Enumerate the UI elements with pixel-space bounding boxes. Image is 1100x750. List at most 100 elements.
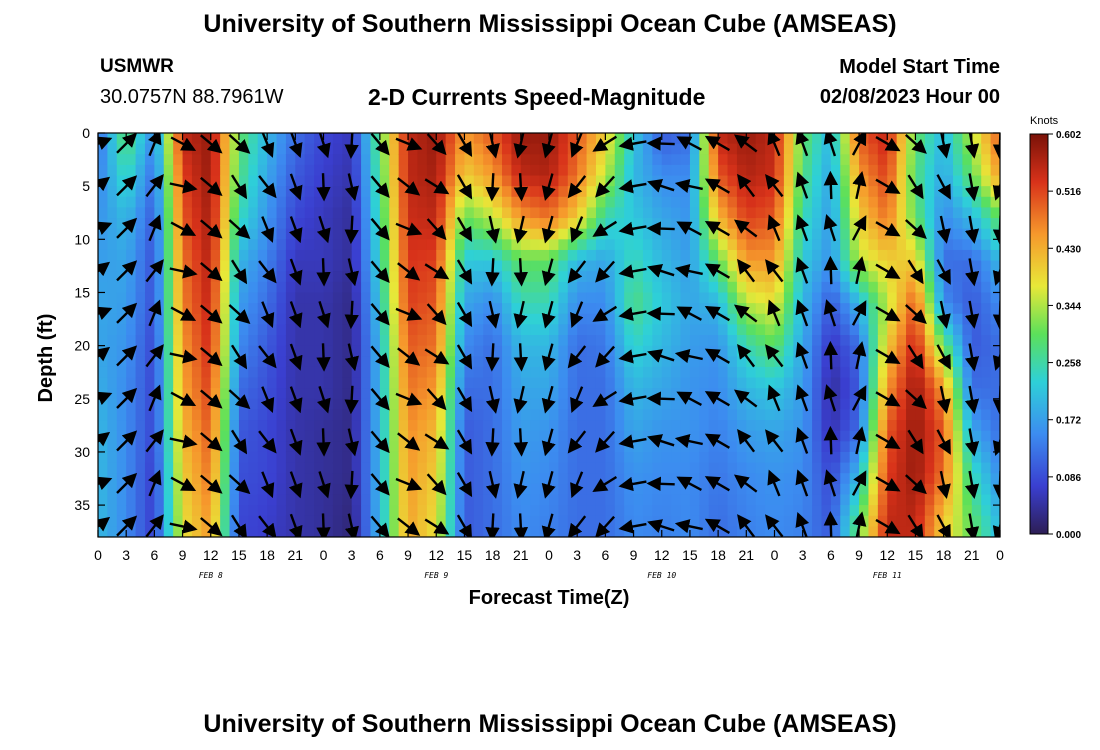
heatmap-cell [812,462,823,474]
heatmap-cell [765,154,776,166]
heatmap-cell [135,526,146,537]
x-tick-label: 3 [348,547,356,563]
heatmap-cell [257,324,268,336]
heatmap-cell [539,494,550,506]
heatmap-cell [727,228,738,240]
heatmap-cell [736,292,747,304]
heatmap-cell [614,218,625,230]
heatmap-cell [896,281,907,294]
heatmap-cell [520,430,531,442]
heatmap-cell [981,377,992,389]
heatmap-cell [549,409,559,421]
heatmap-cell [483,260,494,272]
heatmap-cell [877,313,888,325]
heatmap-cell [455,515,466,527]
heatmap-cell [981,196,992,209]
heatmap-cell [783,420,794,432]
current-vector-arrow [260,301,275,329]
heatmap-cell [906,228,917,240]
heatmap-cell [398,430,409,442]
heatmap-cell [821,324,832,336]
heatmap-cell [502,526,513,537]
heatmap-cell [746,239,757,251]
heatmap-cell [361,420,372,432]
heatmap-cell [455,271,466,283]
colorbar-tick-label: 0.172 [1056,416,1081,427]
heatmap-cell [229,483,240,496]
heatmap-cell [539,303,550,315]
heatmap-cell [332,313,343,325]
colorbar: Knots 0.6020.5160.4300.3440.2580.1720.08… [1029,115,1081,541]
heatmap-cell [689,356,700,368]
current-vector-arrow [370,515,390,537]
heatmap-cell [896,515,907,527]
heatmap-cell [511,218,522,230]
heatmap-cell [417,515,428,527]
heatmap-cell [107,249,118,262]
heatmap-cell [276,249,287,262]
heatmap-cell [210,207,221,219]
heatmap-cell [765,451,776,464]
heatmap-cell [502,260,513,272]
heatmap-cell [642,154,653,166]
heatmap-cell [398,377,409,389]
heatmap-cell [426,494,437,506]
heatmap-cell [417,398,428,411]
current-vector-arrow [344,173,359,202]
heatmap-cell [323,292,334,304]
heatmap-cell [379,218,390,230]
heatmap-cell [304,441,315,453]
heatmap-cell [473,356,484,368]
heatmap-cell [220,313,231,325]
current-vector-arrow [674,263,703,279]
heatmap-cell [849,207,860,219]
heatmap-cell [417,366,428,379]
heatmap-cell [567,462,578,474]
heatmap-cell [915,303,926,315]
heatmap-cell [868,483,879,496]
heatmap-cell [351,430,362,442]
current-vector-arrow [456,174,473,200]
heatmap-cell [455,366,466,379]
heatmap-cell [107,526,118,537]
heatmap-cell [981,345,992,357]
heatmap-cell [868,515,879,527]
heatmap-cell [191,303,202,315]
heatmap-cell [981,494,992,506]
heatmap-cell [924,345,935,357]
heatmap-cell [332,143,343,155]
heatmap-cell [417,239,428,251]
heatmap-cell [398,207,409,219]
heatmap-cell [408,494,419,506]
heatmap-cell [116,451,127,464]
heatmap-cell [379,388,390,400]
heatmap-cell [229,281,240,294]
heatmap-cell [614,324,625,336]
heatmap-cell [680,451,691,464]
current-vector-arrow [964,215,980,244]
heatmap-cell [689,473,700,485]
heatmap-cell [558,324,569,336]
heatmap-cell [285,430,296,442]
heatmap-cell [210,196,221,209]
heatmap-cell [680,164,691,177]
heatmap-cell [802,196,813,209]
current-vector-arrow [541,428,556,457]
heatmap-cell [464,430,475,442]
current-vector-arrow [875,263,901,279]
heatmap-cell [962,175,973,187]
x-tick-label: 3 [573,547,581,563]
heatmap-cell [492,473,503,485]
heatmap-cell [652,451,663,464]
heatmap-cell [652,356,663,368]
heatmap-cell [746,154,757,166]
heatmap-cell [793,143,804,155]
current-vector-arrow [344,343,359,372]
heatmap-cell [614,451,625,464]
heatmap-cell [351,133,362,145]
heatmap-cell [953,366,964,379]
heatmap-cell [295,292,306,304]
heatmap-cell [417,175,428,187]
heatmap-cell [483,409,494,421]
heatmap-cell [361,526,372,537]
